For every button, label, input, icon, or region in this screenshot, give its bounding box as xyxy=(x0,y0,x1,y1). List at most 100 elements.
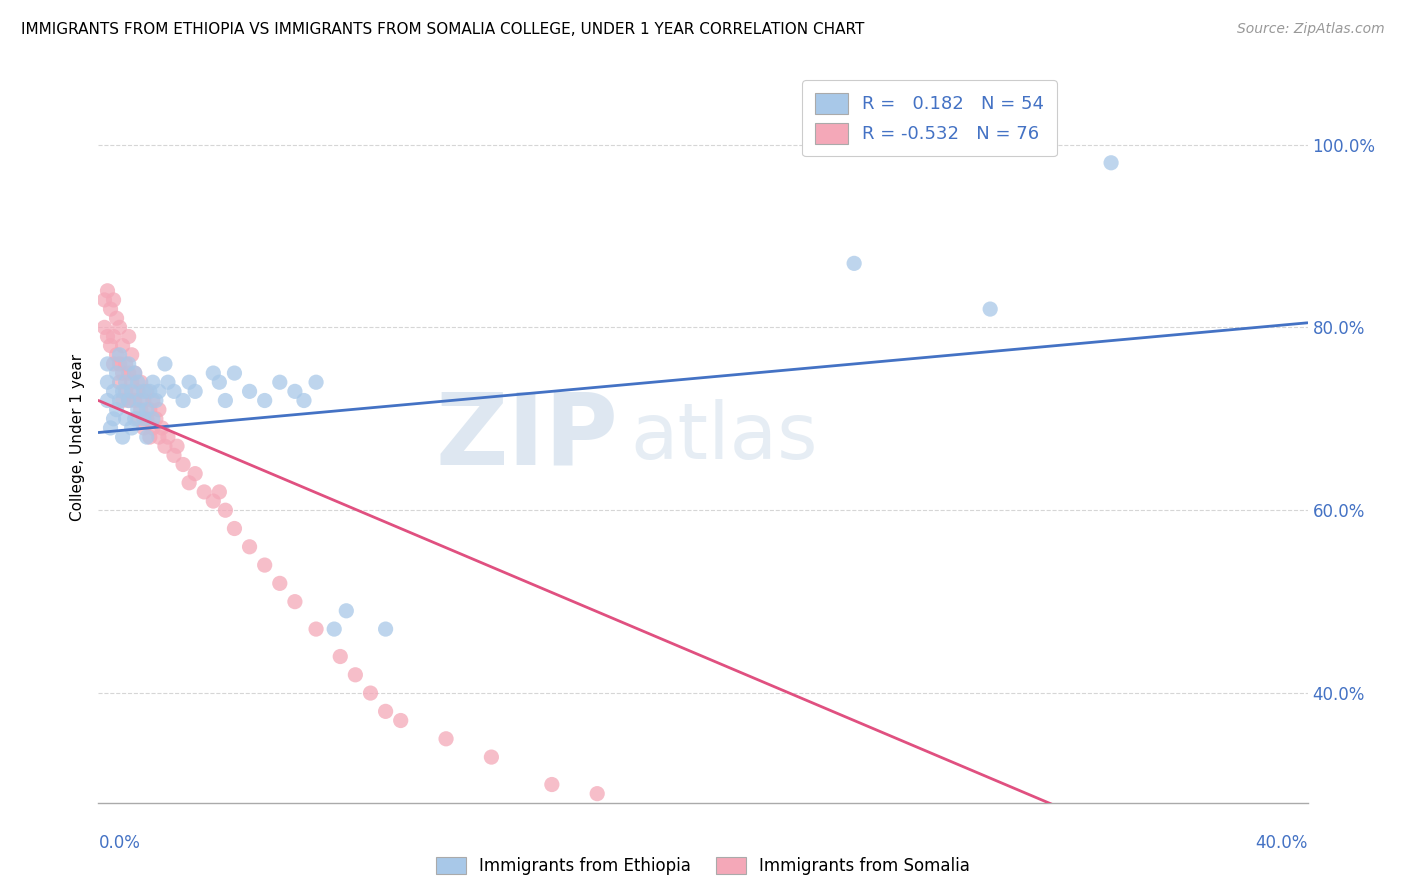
Point xyxy=(148,430,170,444)
Point xyxy=(374,622,396,636)
Point xyxy=(132,384,155,399)
Point xyxy=(389,714,412,728)
Point xyxy=(114,384,136,399)
Point xyxy=(692,823,714,838)
Point xyxy=(111,366,134,380)
Point xyxy=(129,376,152,390)
Point xyxy=(105,366,128,380)
Point xyxy=(114,357,136,371)
Point xyxy=(145,412,167,426)
Point xyxy=(103,412,125,426)
Point xyxy=(269,376,291,390)
Point xyxy=(284,595,307,609)
Point xyxy=(360,686,382,700)
Point xyxy=(1099,156,1122,170)
Point xyxy=(121,348,143,362)
Text: IMMIGRANTS FROM ETHIOPIA VS IMMIGRANTS FROM SOMALIA COLLEGE, UNDER 1 YEAR CORREL: IMMIGRANTS FROM ETHIOPIA VS IMMIGRANTS F… xyxy=(21,22,865,37)
Point xyxy=(93,293,115,307)
Point xyxy=(148,402,170,417)
Point xyxy=(111,430,134,444)
Point xyxy=(202,366,225,380)
Point xyxy=(142,412,165,426)
Point xyxy=(108,320,131,334)
Point xyxy=(934,887,956,892)
Legend: R =   0.182   N = 54, R = -0.532   N = 76: R = 0.182 N = 54, R = -0.532 N = 76 xyxy=(803,80,1057,156)
Point xyxy=(481,750,503,764)
Point xyxy=(224,366,246,380)
Point xyxy=(163,449,186,463)
Point xyxy=(135,430,157,444)
Point xyxy=(208,485,231,500)
Point xyxy=(374,705,396,719)
Point xyxy=(145,393,167,408)
Point xyxy=(142,376,165,390)
Point xyxy=(118,357,141,371)
Point xyxy=(105,348,128,362)
Point xyxy=(153,357,176,371)
Point xyxy=(105,402,128,417)
Point xyxy=(305,622,328,636)
Point xyxy=(434,731,457,746)
Point xyxy=(184,384,207,399)
Point xyxy=(118,366,141,380)
Point xyxy=(269,576,291,591)
Point xyxy=(153,439,176,453)
Point xyxy=(208,376,231,390)
Point xyxy=(96,284,118,298)
Point xyxy=(139,384,162,399)
Point xyxy=(127,384,149,399)
Point xyxy=(111,384,134,399)
Point xyxy=(292,393,315,408)
Point xyxy=(344,667,367,682)
Point xyxy=(118,329,141,343)
Point xyxy=(129,393,152,408)
Point xyxy=(118,393,141,408)
Point xyxy=(586,787,609,801)
Point xyxy=(103,357,125,371)
Point xyxy=(752,832,775,847)
Point xyxy=(329,649,352,664)
Point xyxy=(132,412,155,426)
Point xyxy=(124,366,146,380)
Point xyxy=(172,393,194,408)
Point xyxy=(179,475,201,490)
Point xyxy=(132,421,155,435)
Point xyxy=(118,393,141,408)
Point xyxy=(148,384,170,399)
Point xyxy=(253,393,276,408)
Point xyxy=(239,384,262,399)
Point xyxy=(135,384,157,399)
Point xyxy=(100,339,122,353)
Point xyxy=(631,805,654,819)
Text: 0.0%: 0.0% xyxy=(98,834,141,852)
Point xyxy=(979,302,1001,317)
Point xyxy=(142,393,165,408)
Point xyxy=(156,430,179,444)
Point xyxy=(224,521,246,535)
Point xyxy=(193,485,215,500)
Point xyxy=(305,376,328,390)
Point xyxy=(142,421,165,435)
Point xyxy=(108,393,131,408)
Point xyxy=(103,384,125,399)
Point xyxy=(214,393,236,408)
Legend: Immigrants from Ethiopia, Immigrants from Somalia: Immigrants from Ethiopia, Immigrants fro… xyxy=(427,849,979,884)
Text: ZIP: ZIP xyxy=(436,389,619,485)
Point xyxy=(844,256,866,270)
Point xyxy=(127,376,149,390)
Point xyxy=(100,302,122,317)
Point xyxy=(108,357,131,371)
Point xyxy=(127,412,149,426)
Point xyxy=(139,430,162,444)
Point xyxy=(108,348,131,362)
Point xyxy=(93,320,115,334)
Point xyxy=(172,458,194,472)
Point xyxy=(103,329,125,343)
Point xyxy=(335,604,357,618)
Point xyxy=(108,376,131,390)
Point xyxy=(114,376,136,390)
Text: atlas: atlas xyxy=(630,399,818,475)
Point xyxy=(96,393,118,408)
Text: Source: ZipAtlas.com: Source: ZipAtlas.com xyxy=(1237,22,1385,37)
Text: 40.0%: 40.0% xyxy=(1256,834,1308,852)
